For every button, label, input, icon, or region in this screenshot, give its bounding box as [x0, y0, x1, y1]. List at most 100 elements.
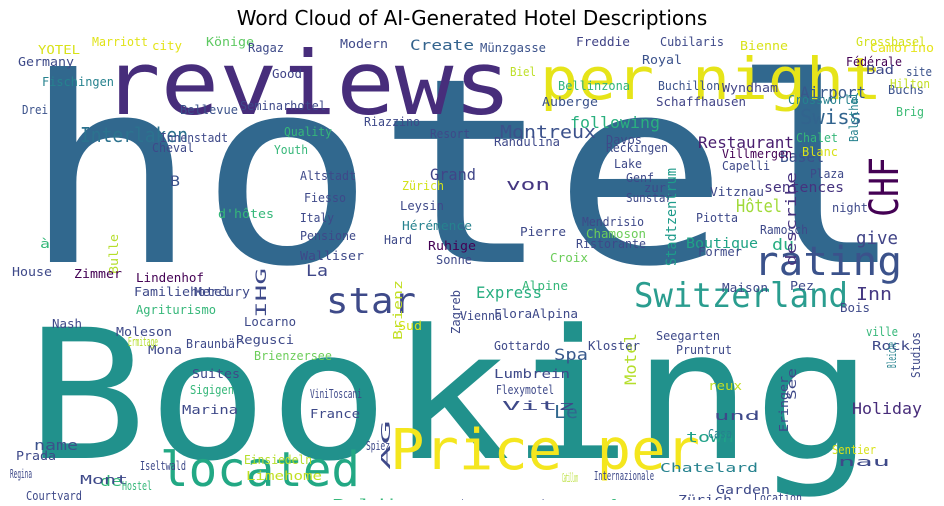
- word-yotel: YOTEL: [38, 43, 80, 57]
- word-lake: Lake: [614, 157, 642, 171]
- word-auberge: Auberge: [542, 95, 598, 109]
- word-leysin: Leysin: [400, 199, 444, 213]
- word-munzgasse: Münzgasse: [480, 41, 546, 55]
- word-ruhige: Ruhige: [428, 239, 476, 253]
- word-hilton: Hilton: [890, 77, 930, 91]
- word-gottardo: Gottardo: [494, 339, 550, 353]
- word-seegarten: Seegarten: [656, 329, 720, 343]
- word-rating: rating: [754, 239, 902, 285]
- word-ristorante: Ristorante: [576, 237, 646, 251]
- word-brig: Brig: [896, 105, 924, 119]
- word-grossbasel: Grossbasel: [856, 35, 926, 49]
- word-italy: Italy: [300, 211, 334, 225]
- word-lumbrein: Lumbrein: [494, 367, 570, 381]
- word-und: und: [714, 409, 760, 423]
- word-restaurant: Restaurant: [698, 133, 794, 152]
- word-good: Good: [272, 67, 302, 81]
- word-hotel: Hôtel: [736, 196, 782, 217]
- word-hard: Hard: [384, 233, 412, 247]
- word-internazionale: Internazionale: [594, 469, 654, 483]
- word-cheval: Cheval: [152, 141, 194, 155]
- word-garden: Garden: [716, 483, 770, 497]
- word-ag: AG: [379, 420, 393, 470]
- word-geneva: Geneva: [610, 497, 652, 500]
- word-basel: Basel: [780, 147, 824, 166]
- word-stadtzentrum: Stadtzentrum: [664, 168, 680, 266]
- word-bois: Bois: [840, 301, 870, 315]
- word-baldi: Baldi: [332, 497, 398, 500]
- word-create: Create: [410, 38, 474, 54]
- word-plaza: Plaza: [810, 167, 844, 181]
- word-motel: Motel: [621, 333, 640, 385]
- word-express: Express: [476, 283, 542, 302]
- word-marina: Marina: [182, 403, 238, 417]
- word-bleiche: Bleiche: [885, 342, 899, 368]
- word-vienna: Vienna: [460, 309, 502, 323]
- word-following: following: [570, 113, 660, 132]
- word-royal: Royal: [642, 53, 682, 67]
- word-camorino: Camorino: [870, 41, 934, 55]
- word-maison: Maison: [722, 281, 768, 295]
- word-zurich: Zürich: [678, 493, 732, 500]
- word-sonne: Sonne: [436, 253, 472, 267]
- word-located: located: [160, 442, 360, 498]
- word-du: du: [772, 235, 794, 254]
- word-bad: Bad: [866, 63, 894, 77]
- word-eringer: Eringer: [777, 376, 791, 432]
- word-swiss: Swiss: [800, 105, 862, 129]
- word-former: Former: [698, 245, 742, 259]
- word-sion: Sion: [732, 499, 774, 500]
- word-piotta: Piotta: [696, 211, 738, 225]
- word-croix: Croix: [550, 251, 588, 265]
- word-reviews: reviews: [102, 34, 512, 135]
- word-sunstar: Sunstar: [626, 191, 672, 205]
- word-moleson: Moleson: [116, 325, 172, 339]
- word-per-night: per night: [540, 45, 882, 113]
- word-innenstadt: Innenstadt: [160, 131, 228, 145]
- word-chf: CHF: [862, 157, 908, 217]
- word-iseltwald: Iseltwald: [140, 459, 186, 473]
- word-youth: Youth: [274, 143, 308, 157]
- word-buchillon: Buchillon: [658, 79, 720, 93]
- word-give: give: [856, 228, 898, 249]
- word-zagreb: Zagreb: [449, 290, 463, 334]
- word-prada: Prada: [16, 449, 56, 463]
- word-floraalpina: FloraAlpina: [494, 307, 578, 321]
- word-d-hotes: d'hôtes: [218, 207, 274, 221]
- word-b: B: [170, 174, 180, 190]
- word-villmergen: Villmergen: [722, 147, 792, 161]
- word-pez: Pez: [790, 279, 814, 293]
- word-le: Le: [554, 402, 578, 423]
- word-flexymotel: Flexymotel: [496, 383, 554, 397]
- word-regusci: Regusci: [236, 333, 294, 347]
- word-balsthal: Balsthal: [847, 92, 861, 142]
- word-de: de: [100, 474, 122, 490]
- word-davos: Davos: [606, 133, 642, 147]
- word-night: night: [832, 201, 868, 215]
- word-cubilaris: Cubilaris: [660, 35, 724, 49]
- word-center: center: [442, 497, 478, 500]
- word-vitz: Vitz: [502, 399, 576, 413]
- word-bellevue: Bellevue: [180, 103, 238, 117]
- word-germany: Germany: [18, 55, 74, 69]
- word-familiehotel: Familiehotel: [134, 285, 230, 299]
- word-capelli: Capelli: [722, 159, 770, 173]
- word-sentences: sentences: [764, 180, 844, 196]
- word-marriott: Marriott: [92, 35, 148, 49]
- word-von: von: [506, 175, 550, 194]
- word-zurich: Zürich: [402, 179, 444, 193]
- word-zur: zur: [644, 181, 666, 195]
- word-konige: Könige: [206, 35, 254, 49]
- word-vinitoscani: ViniToscani: [310, 387, 362, 401]
- word-montreux: Montreux: [500, 122, 596, 143]
- word-mona: Mona: [148, 343, 182, 357]
- word-crossworld: Crossworld: [788, 93, 858, 107]
- word-wyndham: Wyndham: [722, 81, 778, 95]
- word-walliser: Walliser: [300, 249, 364, 263]
- word-hostel: Hostel: [122, 479, 152, 493]
- word-town: town: [686, 430, 734, 446]
- word-inn: Inn: [856, 284, 892, 305]
- word-booking: Booking: [26, 292, 874, 500]
- word-brienz: Brienz: [391, 280, 405, 340]
- word-einsiedeln: Einsiedeln: [244, 453, 312, 467]
